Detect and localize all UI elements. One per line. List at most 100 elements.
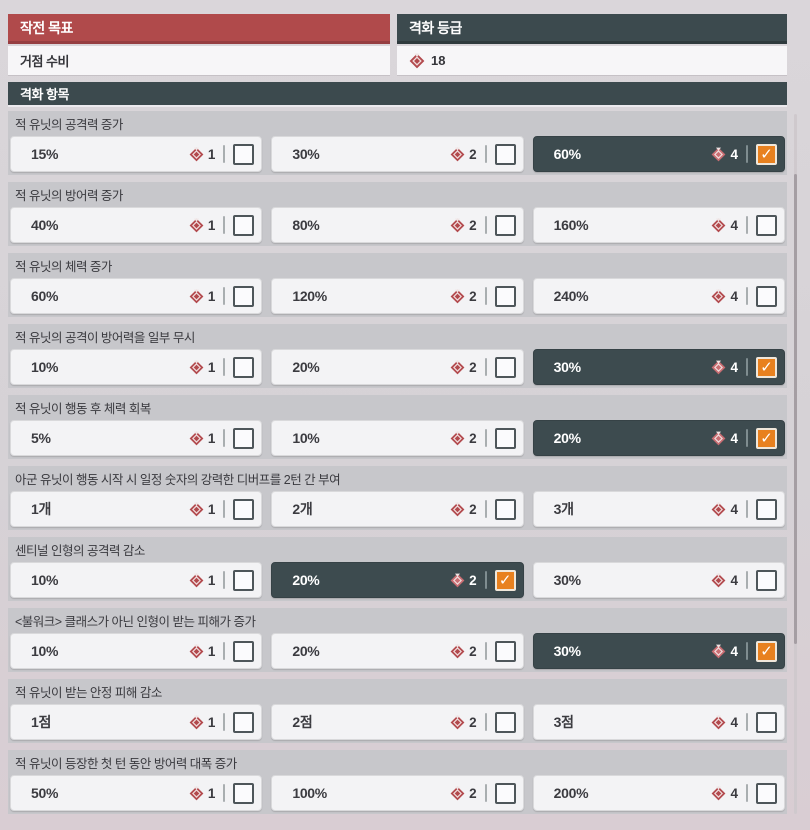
divider [223,358,226,376]
intensify-option[interactable]: 3개 4 [532,491,785,527]
intensify-group-title: 센티널 인형의 공격력 감소 [8,537,787,562]
option-checkbox[interactable] [494,782,516,804]
intensify-option[interactable]: 20% 2 [271,349,524,385]
option-cost-value: 2 [469,714,477,730]
intensify-option[interactable]: 200% 4 [532,775,785,811]
intensify-option[interactable]: 30% 4 [532,562,785,598]
option-checkbox[interactable]: ✓ [494,569,516,591]
option-cost-value: 4 [730,714,738,730]
scrollbar-thumb[interactable] [794,174,797,644]
option-cost: 1 [189,573,215,588]
intensify-option[interactable]: 50% 1 [10,775,263,811]
intensify-option[interactable]: 20% 2 [271,633,524,669]
option-checkbox[interactable] [233,214,255,236]
option-checkbox[interactable] [233,427,255,449]
option-cost: 1 [189,431,215,446]
intensify-option[interactable]: 60% 4 ✓ [532,136,785,172]
intensify-options-row: 15% 1 30% [8,136,787,175]
intensify-option[interactable]: 240% 4 [532,278,785,314]
option-checkbox[interactable]: ✓ [755,640,777,662]
option-checkbox[interactable] [755,782,777,804]
option-cost-value: 4 [730,146,738,162]
option-checkbox[interactable] [494,498,516,520]
intensify-option[interactable]: 3점 4 [532,704,785,740]
intensify-option[interactable]: 2개 2 [271,491,524,527]
objective-value-text: 거점 수비 [20,54,69,69]
intensify-option[interactable]: 60% 1 [10,278,263,314]
option-checkbox[interactable] [494,427,516,449]
option-checkbox[interactable] [494,640,516,662]
option-checkbox[interactable] [494,356,516,378]
intensify-option[interactable]: 15% 1 [10,136,263,172]
intensify-option[interactable]: 5% 1 [10,420,263,456]
checkmark-icon: ✓ [760,145,773,163]
intensify-option[interactable]: 30% 2 [271,136,524,172]
option-checkbox[interactable]: ✓ [755,143,777,165]
intensify-option[interactable]: 10% 1 [10,562,263,598]
intensify-option[interactable]: 30% 4 ✓ [532,633,785,669]
option-checkbox[interactable]: ✓ [755,427,777,449]
intensify-option[interactable]: 20% 4 ✓ [532,420,785,456]
option-checkbox[interactable] [755,498,777,520]
option-checkbox[interactable] [233,569,255,591]
intensify-point-icon [189,218,204,232]
option-checkbox[interactable] [233,711,255,733]
group-title-text: 적 유닛의 체력 증가 [15,260,112,274]
option-cost-value: 2 [469,501,477,517]
intensify-option[interactable]: 20% 2 ✓ [271,562,524,598]
intensify-point-icon [450,431,465,445]
operation-objective-header: 작전 목표 [8,14,390,44]
intensify-groups-list: 적 유닛의 공격력 증가 15% 1 30% [8,111,787,814]
intensify-point-icon [712,360,726,374]
intensify-option[interactable]: 1점 1 [10,704,263,740]
divider [223,642,226,660]
intensify-option[interactable]: 2점 2 [271,704,524,740]
option-checkbox[interactable] [233,356,255,378]
intensify-group: 적 유닛의 공격이 방어력을 일부 무시 10% 1 2 [8,324,787,388]
option-checkbox[interactable] [494,711,516,733]
intensify-settings-panel: 작전 목표 격화 등급 거점 수비 18 격화 항목 적 유닛의 공격력 증가 [0,14,810,830]
option-checkbox[interactable] [233,782,255,804]
intensify-items-label: 격화 항목 [20,87,69,102]
option-cost: 4 [711,786,738,801]
intensify-option[interactable]: 1개 1 [10,491,263,527]
intensify-option[interactable]: 10% 2 [271,420,524,456]
option-checkbox[interactable] [233,143,255,165]
intensify-point-icon [450,360,465,374]
intensify-group: 적 유닛의 공격력 증가 15% 1 30% [8,111,787,175]
divider [745,287,748,305]
intensify-option[interactable]: 30% 4 ✓ [532,349,785,385]
option-cost: 4 [711,644,738,659]
option-cost-value: 2 [469,146,477,162]
option-value: 20% [292,572,320,588]
option-checkbox[interactable] [494,285,516,307]
option-cost: 4 [711,147,738,162]
intensify-point-icon [712,573,726,587]
intensify-options-row: 1점 1 2점 [8,704,787,743]
option-checkbox[interactable] [233,285,255,307]
intensify-option[interactable]: 10% 1 [10,633,263,669]
option-checkbox[interactable] [233,498,255,520]
option-checkbox[interactable] [755,214,777,236]
option-checkbox[interactable]: ✓ [755,356,777,378]
option-checkbox[interactable] [755,711,777,733]
intensify-option[interactable]: 80% 2 [271,207,524,243]
intensify-group-title: 적 유닛의 체력 증가 [8,253,787,278]
option-checkbox[interactable] [494,214,516,236]
option-checkbox[interactable] [494,143,516,165]
option-cost-value: 2 [469,785,477,801]
intensify-point-icon [189,715,204,729]
option-cost-value: 4 [730,785,738,801]
option-checkbox[interactable] [755,285,777,307]
intensify-option[interactable]: 160% 4 [532,207,785,243]
divider [484,429,487,447]
intensify-option[interactable]: 40% 1 [10,207,263,243]
intensify-point-icon [189,147,204,161]
option-value: 20% [292,359,320,375]
option-checkbox[interactable] [233,640,255,662]
intensify-option[interactable]: 10% 1 [10,349,263,385]
option-checkbox[interactable] [755,569,777,591]
option-cost-value: 4 [730,643,738,659]
intensify-option[interactable]: 100% 2 [271,775,524,811]
intensify-option[interactable]: 120% 2 [271,278,524,314]
